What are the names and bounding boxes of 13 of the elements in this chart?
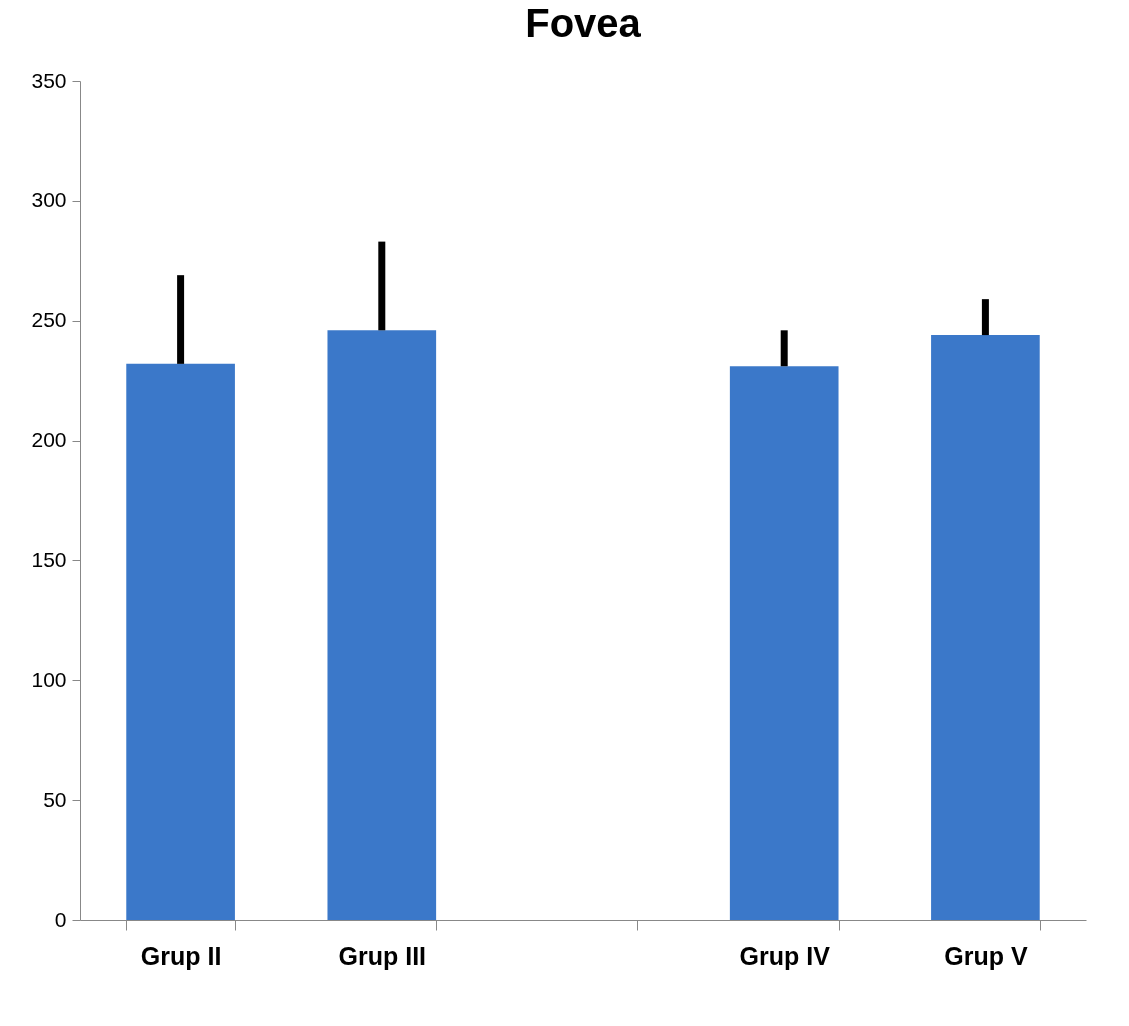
x-tick-label: Grup V — [944, 941, 1028, 970]
y-tick-label: 350 — [31, 68, 67, 92]
x-tick-label: Grup III — [338, 941, 427, 970]
x-tick-label: Grup II — [140, 941, 222, 970]
x-tick-label: Grup IV — [739, 941, 831, 970]
y-tick-label: 300 — [31, 188, 67, 212]
y-tick-label: 250 — [31, 308, 67, 332]
y-tick-label: 50 — [43, 787, 67, 811]
chart-title: Fovea — [525, 1, 642, 45]
y-tick-label: 100 — [31, 667, 67, 691]
y-tick-label: 150 — [31, 547, 67, 571]
y-tick-label: 0 — [54, 907, 67, 931]
y-tick-label: 200 — [31, 428, 67, 452]
